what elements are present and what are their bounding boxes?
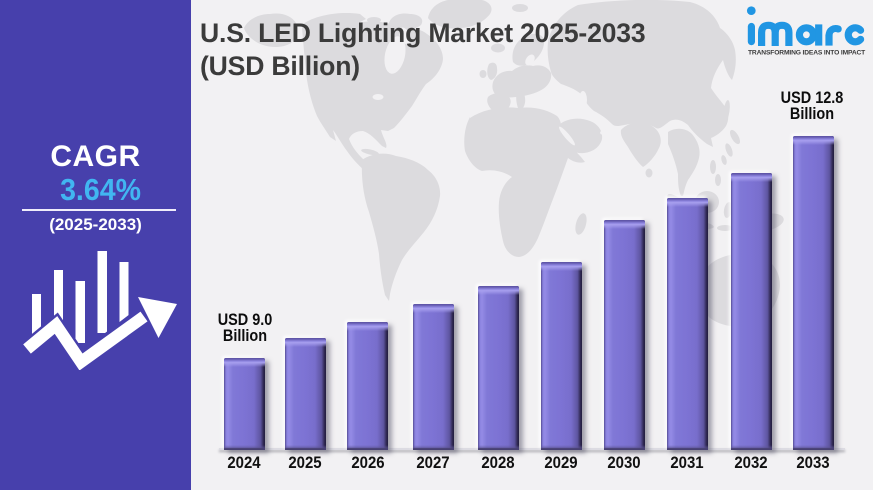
svg-text:TRANSFORMING IDEAS INTO IMPACT: TRANSFORMING IDEAS INTO IMPACT xyxy=(748,49,866,56)
